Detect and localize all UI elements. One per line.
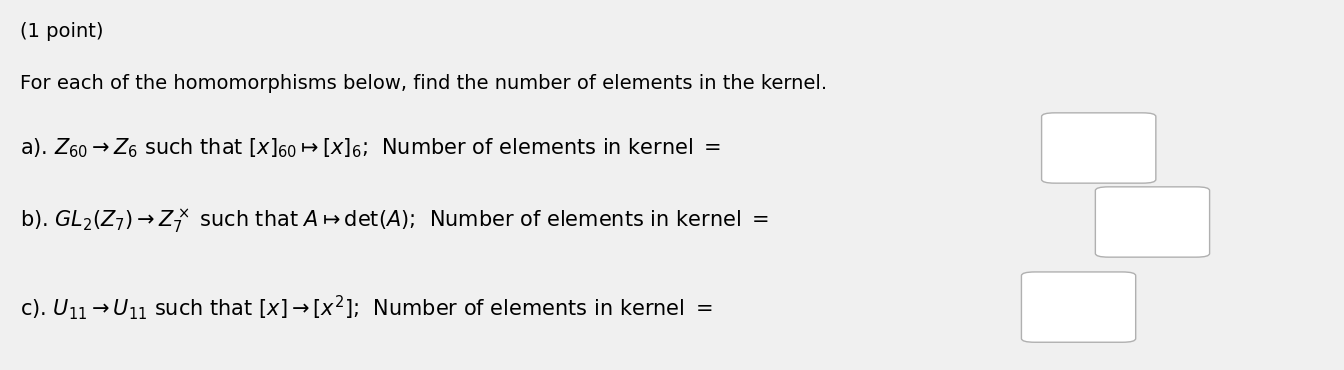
Text: For each of the homomorphisms below, find the number of elements in the kernel.: For each of the homomorphisms below, fin… — [20, 74, 828, 93]
Text: b). $\mathit{GL}_2(\mathit{Z}_7) \rightarrow \mathit{Z}_7^\times$ such that $\ma: b). $\mathit{GL}_2(\mathit{Z}_7) \righta… — [20, 208, 769, 236]
Text: a). $\mathit{Z}_{60} \rightarrow \mathit{Z}_{6}$ such that $[\mathit{x}]_{60} \m: a). $\mathit{Z}_{60} \rightarrow \mathit… — [20, 136, 722, 160]
Text: c). $\mathit{U}_{11} \rightarrow \mathit{U}_{11}$ such that $[\mathit{x}] \right: c). $\mathit{U}_{11} \rightarrow \mathit… — [20, 293, 712, 322]
FancyBboxPatch shape — [1042, 113, 1156, 183]
Text: (1 point): (1 point) — [20, 22, 103, 41]
FancyBboxPatch shape — [1095, 187, 1210, 257]
FancyBboxPatch shape — [1021, 272, 1136, 342]
